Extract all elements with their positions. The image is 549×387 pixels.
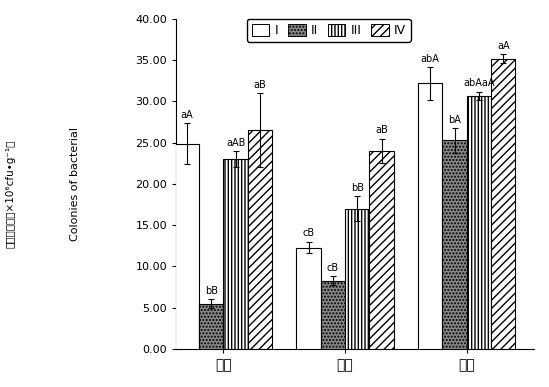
Text: cB: cB — [302, 228, 315, 238]
Bar — [321, 281, 345, 349]
Text: abA: abA — [421, 53, 440, 63]
Y-axis label: Colonies of bacterial: Colonies of bacterial — [70, 127, 80, 241]
Legend: I, II, III, IV: I, II, III, IV — [247, 19, 411, 42]
Text: aB: aB — [254, 80, 266, 90]
Bar — [223, 159, 248, 349]
Bar — [345, 209, 369, 349]
Bar — [175, 144, 199, 349]
Bar — [418, 83, 442, 349]
Text: bB: bB — [205, 286, 218, 296]
Bar — [491, 58, 516, 349]
Bar — [296, 248, 321, 349]
Text: aA: aA — [497, 41, 509, 51]
Text: 细菌菌落数（×10⁶cfu•g⁻¹）: 细菌菌落数（×10⁶cfu•g⁻¹） — [6, 139, 16, 248]
Text: abAaA: abAaA — [463, 78, 495, 88]
Text: bA: bA — [448, 115, 461, 125]
Bar — [442, 140, 467, 349]
Text: aB: aB — [375, 125, 388, 135]
Text: bB: bB — [351, 183, 364, 193]
Text: cB: cB — [327, 263, 339, 273]
Bar — [467, 96, 491, 349]
Bar — [248, 130, 272, 349]
Text: aAB: aAB — [226, 138, 245, 148]
Text: aA: aA — [181, 110, 193, 120]
Bar — [369, 151, 394, 349]
Bar — [199, 303, 223, 349]
